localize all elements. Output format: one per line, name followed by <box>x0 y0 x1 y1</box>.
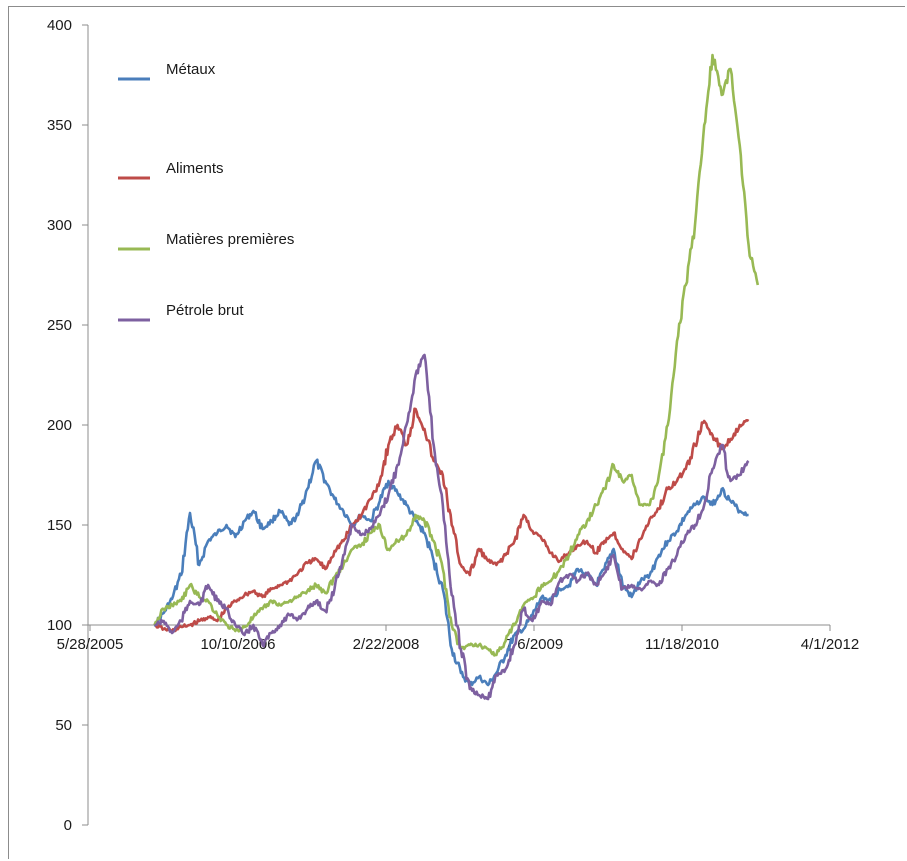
legend-label: Pétrole brut <box>166 302 244 319</box>
y-tick-label: 150 <box>47 517 72 534</box>
series-line-petrole-brut <box>154 353 750 701</box>
series-layer <box>153 53 760 701</box>
y-tick-label: 300 <box>47 217 72 234</box>
x-tick-label: 2/22/2008 <box>353 636 420 653</box>
x-tick-label: 4/1/2012 <box>801 636 859 653</box>
series-line-metaux <box>153 458 749 687</box>
y-tick-label: 400 <box>47 17 72 34</box>
legend-label: Matières premières <box>166 231 294 248</box>
legend-label: Métaux <box>166 61 216 78</box>
y-tick-label: 0 <box>64 817 72 834</box>
x-tick-label: 7/6/2009 <box>505 636 563 653</box>
x-tick-label: 5/28/2005 <box>57 636 124 653</box>
series-line-aliments <box>153 407 750 633</box>
x-tick-label: 10/10/2006 <box>200 636 275 653</box>
legend-label: Aliments <box>166 160 224 177</box>
x-axis: 5/28/2005 10/10/2006 2/22/2008 7/6/2009 11/1… <box>57 624 859 653</box>
y-tick-label: 350 <box>47 117 72 134</box>
y-tick-label: 100 <box>47 617 72 634</box>
x-tick-label: 11/18/2010 <box>645 636 719 653</box>
y-tick-label: 50 <box>55 717 72 734</box>
legend: Métaux Aliments Matières premières Pétrole … <box>118 61 294 322</box>
y-tick-label: 200 <box>47 417 72 434</box>
chart-frame <box>8 6 905 859</box>
series-line-matieres-premieres <box>153 53 760 657</box>
y-tick-label: 250 <box>47 317 72 334</box>
y-axis: 0 50 100 150 200 250 300 350 400 <box>47 17 89 834</box>
